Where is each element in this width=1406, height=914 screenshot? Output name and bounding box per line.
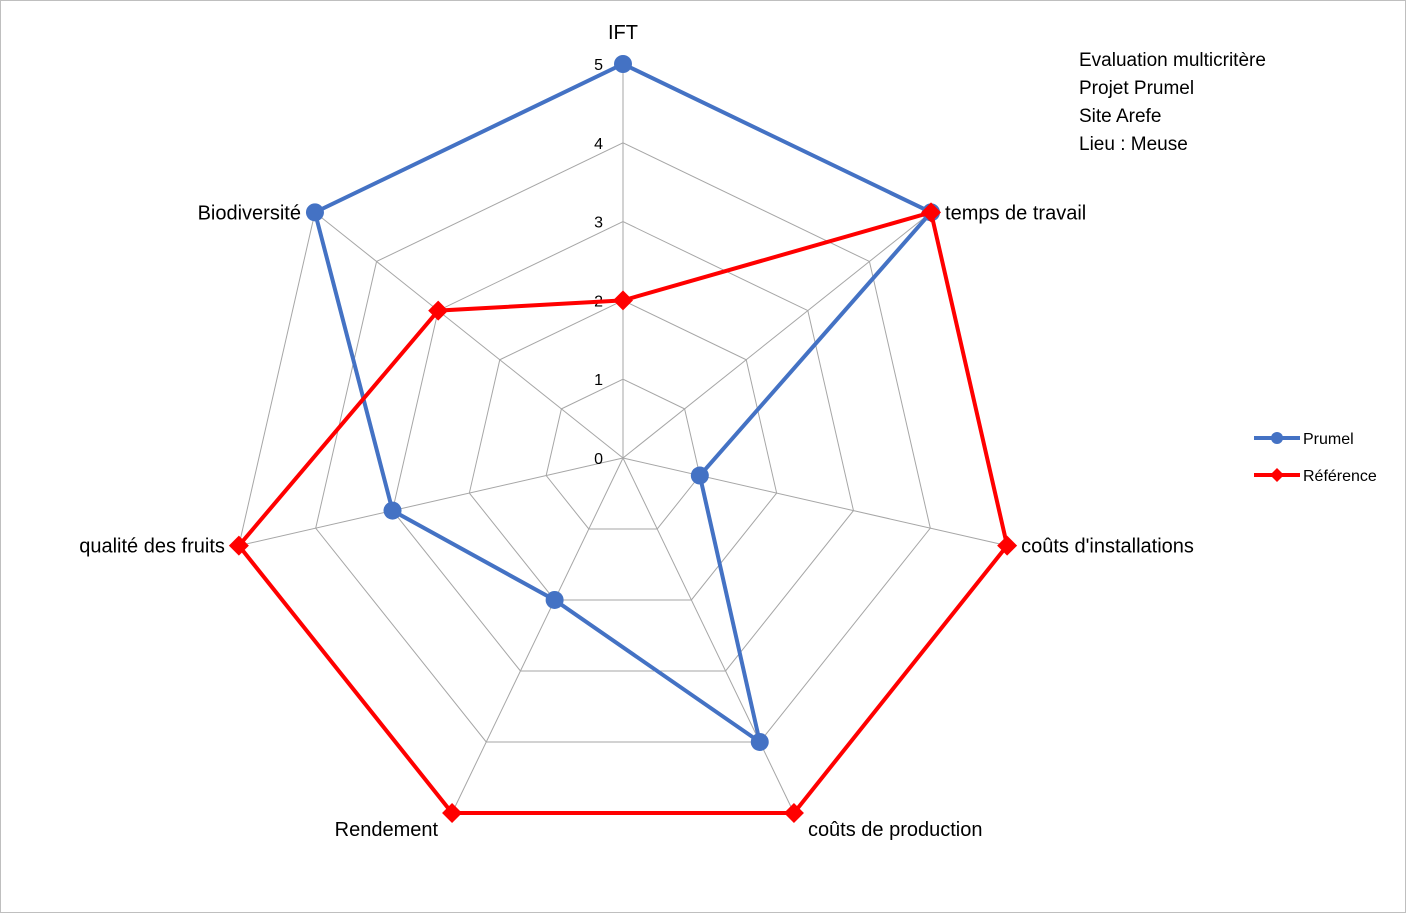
- grid-spoke: [451, 457, 624, 814]
- data-point: [428, 300, 449, 321]
- grid-spoke: [622, 457, 795, 814]
- axis-label: Rendement: [335, 819, 439, 841]
- data-point: [545, 590, 564, 609]
- legend-label: Prumel: [1303, 431, 1354, 448]
- grid-ring: [315, 142, 931, 743]
- legend-marker: [1270, 468, 1284, 482]
- annotation-line: Site Arefe: [1079, 106, 1162, 127]
- legend-marker: [1271, 432, 1283, 444]
- series-layer: [228, 55, 1018, 823]
- grid-ring: [545, 378, 701, 530]
- grid-ring: [468, 299, 778, 601]
- data-point: [383, 501, 402, 520]
- annotation-line: Lieu : Meuse: [1079, 134, 1188, 155]
- data-point: [921, 202, 942, 223]
- grid: [238, 63, 1008, 814]
- series-line-prumel: [312, 61, 935, 747]
- axis-label: qualité des fruits: [79, 536, 225, 558]
- legend-label: Référence: [1303, 468, 1377, 485]
- axis-label: IFT: [608, 22, 638, 44]
- data-point: [997, 535, 1018, 556]
- annotation-line: Projet Prumel: [1079, 78, 1195, 99]
- tick-label: 1: [594, 372, 603, 389]
- data-point: [613, 290, 633, 311]
- data-point: [614, 55, 632, 73]
- data-point: [305, 203, 324, 222]
- legend: Prumel Référence: [1254, 431, 1377, 485]
- data-point: [690, 466, 709, 485]
- axis-label: coûts de production: [808, 819, 983, 841]
- data-point: [228, 535, 249, 556]
- grid-spoke: [622, 211, 932, 459]
- tick-label: 4: [594, 136, 603, 153]
- grid-spoke: [238, 457, 624, 547]
- tick-label: 3: [594, 215, 603, 232]
- data-point: [750, 732, 769, 751]
- axis-label: temps de travail: [945, 202, 1086, 224]
- grid-spoke: [622, 457, 1008, 547]
- axis-label: coûts d'installations: [1021, 536, 1194, 558]
- axis-label: Biodiversité: [198, 202, 301, 224]
- axis-labels: IFT temps de travail coûts d'installations…: [79, 22, 1194, 841]
- tick-label: 5: [594, 57, 603, 74]
- data-point: [783, 802, 804, 823]
- chart-annotation: Evaluation multicritère Projet Prumel Si…: [1079, 47, 1266, 159]
- annotation-line: Evaluation multicritère: [1079, 50, 1266, 71]
- series-line-référence: [236, 209, 1010, 815]
- grid-spoke: [314, 211, 624, 459]
- data-point: [442, 802, 463, 823]
- tick-label: 0: [594, 451, 603, 468]
